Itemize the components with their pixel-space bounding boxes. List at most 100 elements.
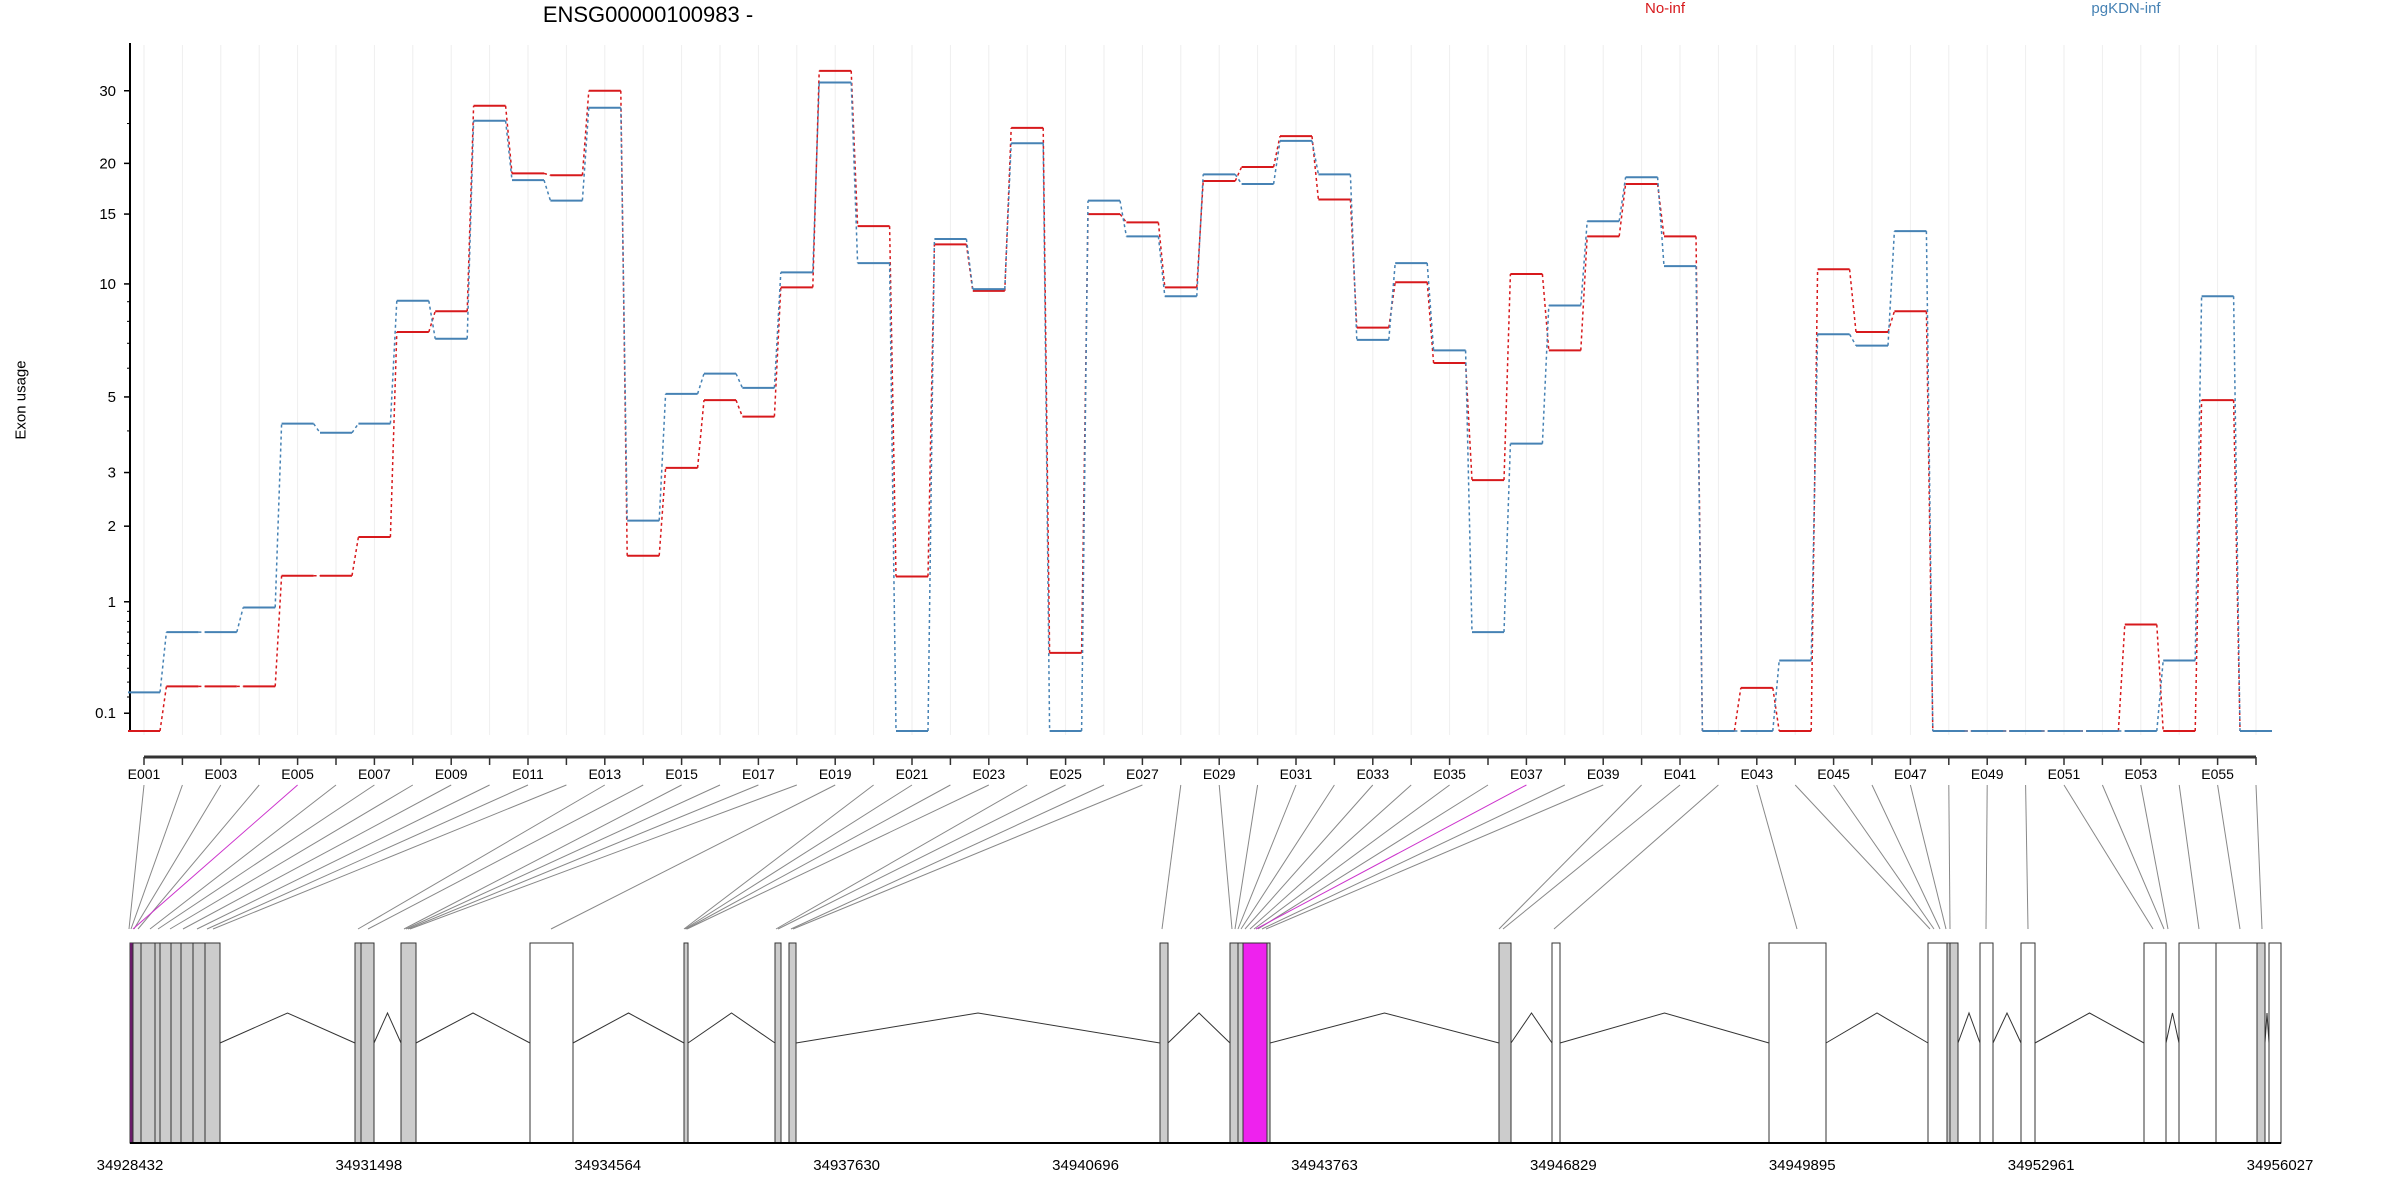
exon-connector-line [130, 784, 183, 930]
exon-connector-line [137, 784, 260, 930]
exon-tick-label: E045 [1817, 766, 1850, 782]
exon-tick-label: E001 [128, 766, 161, 782]
data-connector [1887, 231, 1896, 346]
data-connector [1580, 236, 1588, 351]
data-connector [1656, 177, 1665, 267]
series-No-inf [128, 69, 2272, 732]
exon-tick-label: E023 [972, 766, 1005, 782]
data-connector [927, 238, 936, 732]
data-connector [1810, 334, 1819, 661]
exon-tick-label: E003 [204, 766, 237, 782]
exon-box [400, 942, 417, 1144]
exon-connector-line [775, 784, 1028, 930]
exon-box [1551, 942, 1561, 1144]
exon-connector-line [157, 784, 375, 930]
intron-line [373, 1011, 402, 1044]
intron-line [1510, 1012, 1553, 1044]
data-connector [312, 423, 321, 434]
exon-box [1927, 942, 1948, 1144]
exon-connector-line [1240, 784, 1335, 930]
exon-connector-line [792, 784, 1143, 930]
exon-connector-line [1833, 784, 1935, 930]
data-connector [466, 105, 475, 312]
exon-tick-label: E007 [358, 766, 391, 782]
exon-tick-label: E009 [435, 766, 468, 782]
data-connector [812, 70, 820, 288]
exon-connector-line [403, 784, 682, 930]
data-connector [2194, 400, 2203, 732]
data-connector [1848, 333, 1857, 347]
data-connector [1580, 221, 1588, 306]
intron-line [1559, 1012, 1770, 1044]
intron-line [2264, 1012, 2270, 1044]
data-connector [1157, 222, 1166, 288]
data-connector [543, 179, 552, 201]
data-connector [428, 300, 436, 339]
exon-connector-line [409, 784, 797, 930]
data-connector [2232, 296, 2241, 732]
exon-connector-line [1909, 784, 1947, 930]
data-connector [466, 120, 475, 339]
exon-box [683, 942, 689, 1144]
exon-connector-line [684, 784, 913, 930]
genomic-tick-label: 34949895 [1769, 1157, 1836, 1174]
data-connector [1119, 200, 1128, 237]
exon-connector-line [1253, 784, 1450, 930]
intron-line [1992, 1011, 2022, 1044]
exon-tick-label: E049 [1971, 766, 2004, 782]
y-tick-label: 15 [99, 206, 116, 223]
exon-tick-label: E047 [1894, 766, 1927, 782]
exon-box [1946, 942, 1959, 1144]
exon-connector-line [1265, 784, 1604, 930]
data-connector [2117, 624, 2126, 732]
data-connector [1772, 687, 1780, 732]
legend-pgkdn-inf: pgKDN-inf [2091, 0, 2161, 17]
exon-box-highlight [130, 943, 133, 1143]
genomic-tick-label: 34931498 [336, 1157, 403, 1174]
data-connector [351, 423, 360, 434]
data-connector [351, 536, 360, 576]
y-tick-label: 10 [99, 276, 116, 293]
exon-box [2256, 942, 2266, 1144]
exon-connector-line [2025, 784, 2029, 930]
data-connector [2156, 624, 2164, 732]
exon-connector-line [1985, 784, 1988, 930]
exon-box [1266, 942, 1271, 1144]
data-connector [1618, 183, 1627, 237]
exon-tick-label: E043 [1740, 766, 1773, 782]
data-connector [888, 226, 897, 577]
data-connector [1388, 263, 1396, 340]
exon-connector-line [1257, 784, 1489, 930]
y-tick-label: 3 [108, 465, 116, 482]
exon-tick-label: E031 [1280, 766, 1313, 782]
exon-tick-label: E035 [1433, 766, 1466, 782]
data-connector [1464, 350, 1473, 633]
exon-box [1242, 942, 1268, 1144]
data-connector [735, 373, 744, 389]
exon-connector-line [1261, 784, 1566, 930]
exon-connector-line [133, 784, 222, 930]
exon-connector-line [1218, 784, 1233, 930]
exon-tick-label: E025 [1049, 766, 1082, 782]
data-connector [1541, 305, 1550, 444]
data-connector [543, 172, 551, 177]
data-connector [658, 467, 667, 556]
exon-tick-label: E019 [819, 766, 852, 782]
genomic-tick-label: 34956027 [2247, 1157, 2314, 1174]
exon-box [1768, 942, 1827, 1144]
exon-connector-line [1498, 784, 1642, 930]
data-connector [1311, 136, 1320, 200]
data-connector [1272, 136, 1281, 168]
y-tick-label: 1 [108, 594, 116, 611]
exon-box [788, 942, 797, 1144]
y-tick-label: 20 [99, 155, 116, 172]
data-connector [1925, 231, 1934, 732]
exon-tick-label: E017 [742, 766, 775, 782]
exon-connector-line [1234, 784, 1259, 930]
exon-box [1979, 942, 1994, 1144]
exon-box [354, 942, 375, 1144]
exon-box [2215, 942, 2258, 1144]
data-connector [1119, 213, 1127, 223]
exon-connector-line [405, 784, 721, 930]
exon-connector-line [685, 784, 951, 930]
